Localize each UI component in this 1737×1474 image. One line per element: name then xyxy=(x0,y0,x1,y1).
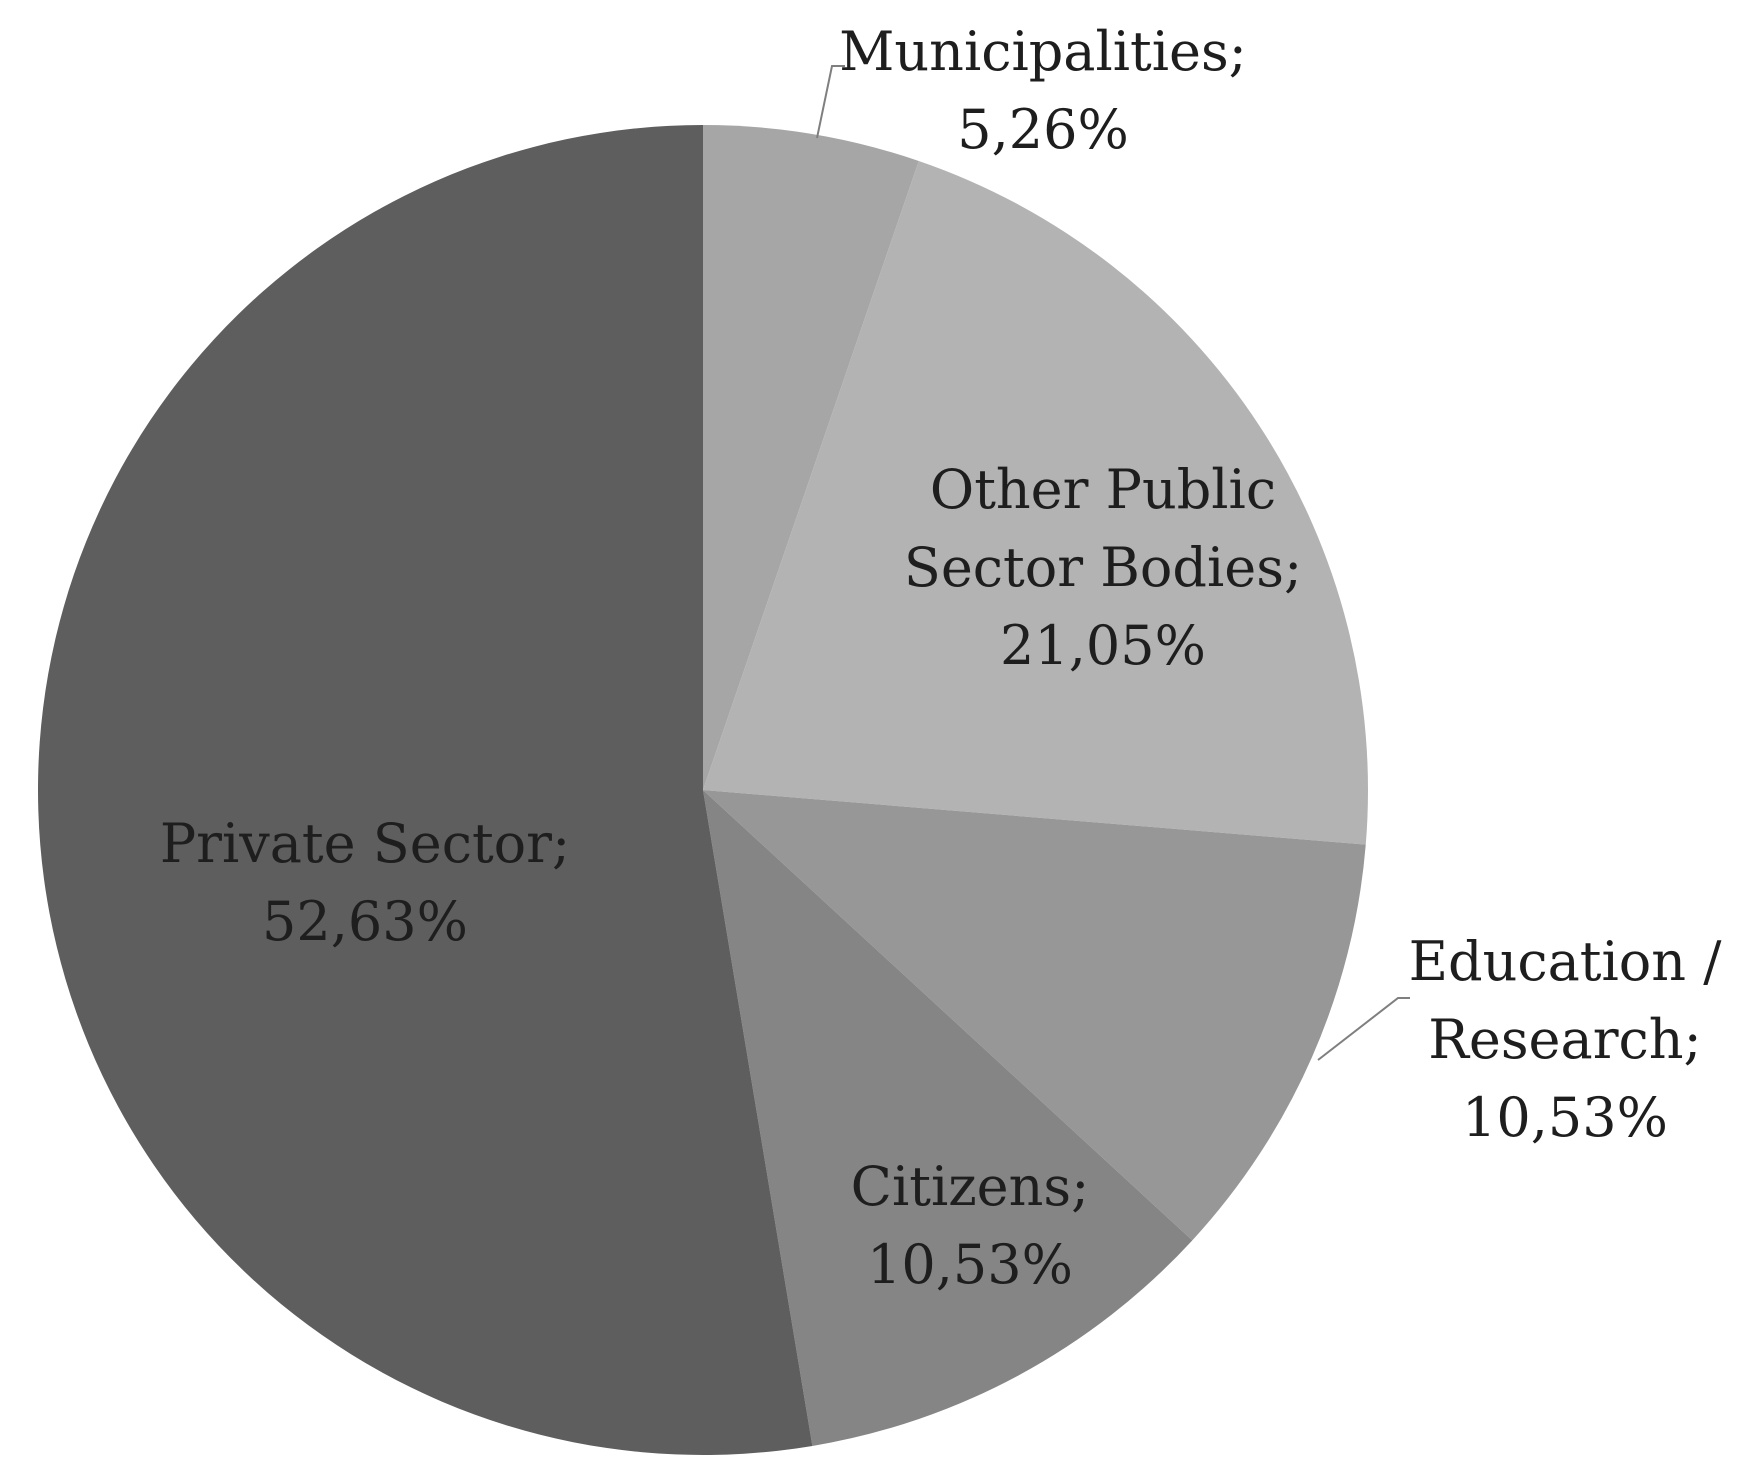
slice-label-line: 10,53% xyxy=(1462,1086,1668,1149)
slice-label-municipalities: Municipalities; 5,26% xyxy=(839,20,1247,161)
slice-labels: Municipalities; 5,26% Other Public Sector B… xyxy=(160,20,1722,1296)
leader-line-municipalities xyxy=(816,65,845,139)
slice-label-line: Research; xyxy=(1428,1008,1702,1071)
slice-label-line: Municipalities; xyxy=(839,20,1247,83)
slice-label-line: Private Sector; xyxy=(160,812,570,875)
slice-label-line: Other Public xyxy=(930,458,1276,521)
slice-label-line: 10,53% xyxy=(867,1233,1073,1296)
slice-label-line: 21,05% xyxy=(1000,614,1206,677)
slice-label-line: Sector Bodies; xyxy=(904,536,1302,599)
slice-label-line: Citizens; xyxy=(851,1155,1090,1218)
pie-slices xyxy=(38,125,1368,1456)
slice-label-private-sector: Private Sector; 52,63% xyxy=(160,812,570,953)
slice-label-line: 52,63% xyxy=(262,890,468,953)
slice-label-education-research: Education / Research; 10,53% xyxy=(1409,930,1723,1149)
pie-slice-citizens xyxy=(703,790,1193,1446)
slice-label-line: 5,26% xyxy=(957,98,1129,161)
pie-slice-other-public-sector-bodies xyxy=(703,160,1368,845)
leader-lines xyxy=(816,65,1410,1061)
pie-slice-education-research xyxy=(703,790,1366,1241)
leader-line-education-research xyxy=(1317,997,1410,1061)
pie-slice-private-sector xyxy=(38,125,813,1456)
pie-slice-municipalities xyxy=(703,125,919,790)
slice-label-line: Education / xyxy=(1409,930,1723,993)
slice-label-other-public-sector-bodies: Other Public Sector Bodies; 21,05% xyxy=(904,458,1302,677)
slice-label-citizens: Citizens; 10,53% xyxy=(851,1155,1090,1296)
